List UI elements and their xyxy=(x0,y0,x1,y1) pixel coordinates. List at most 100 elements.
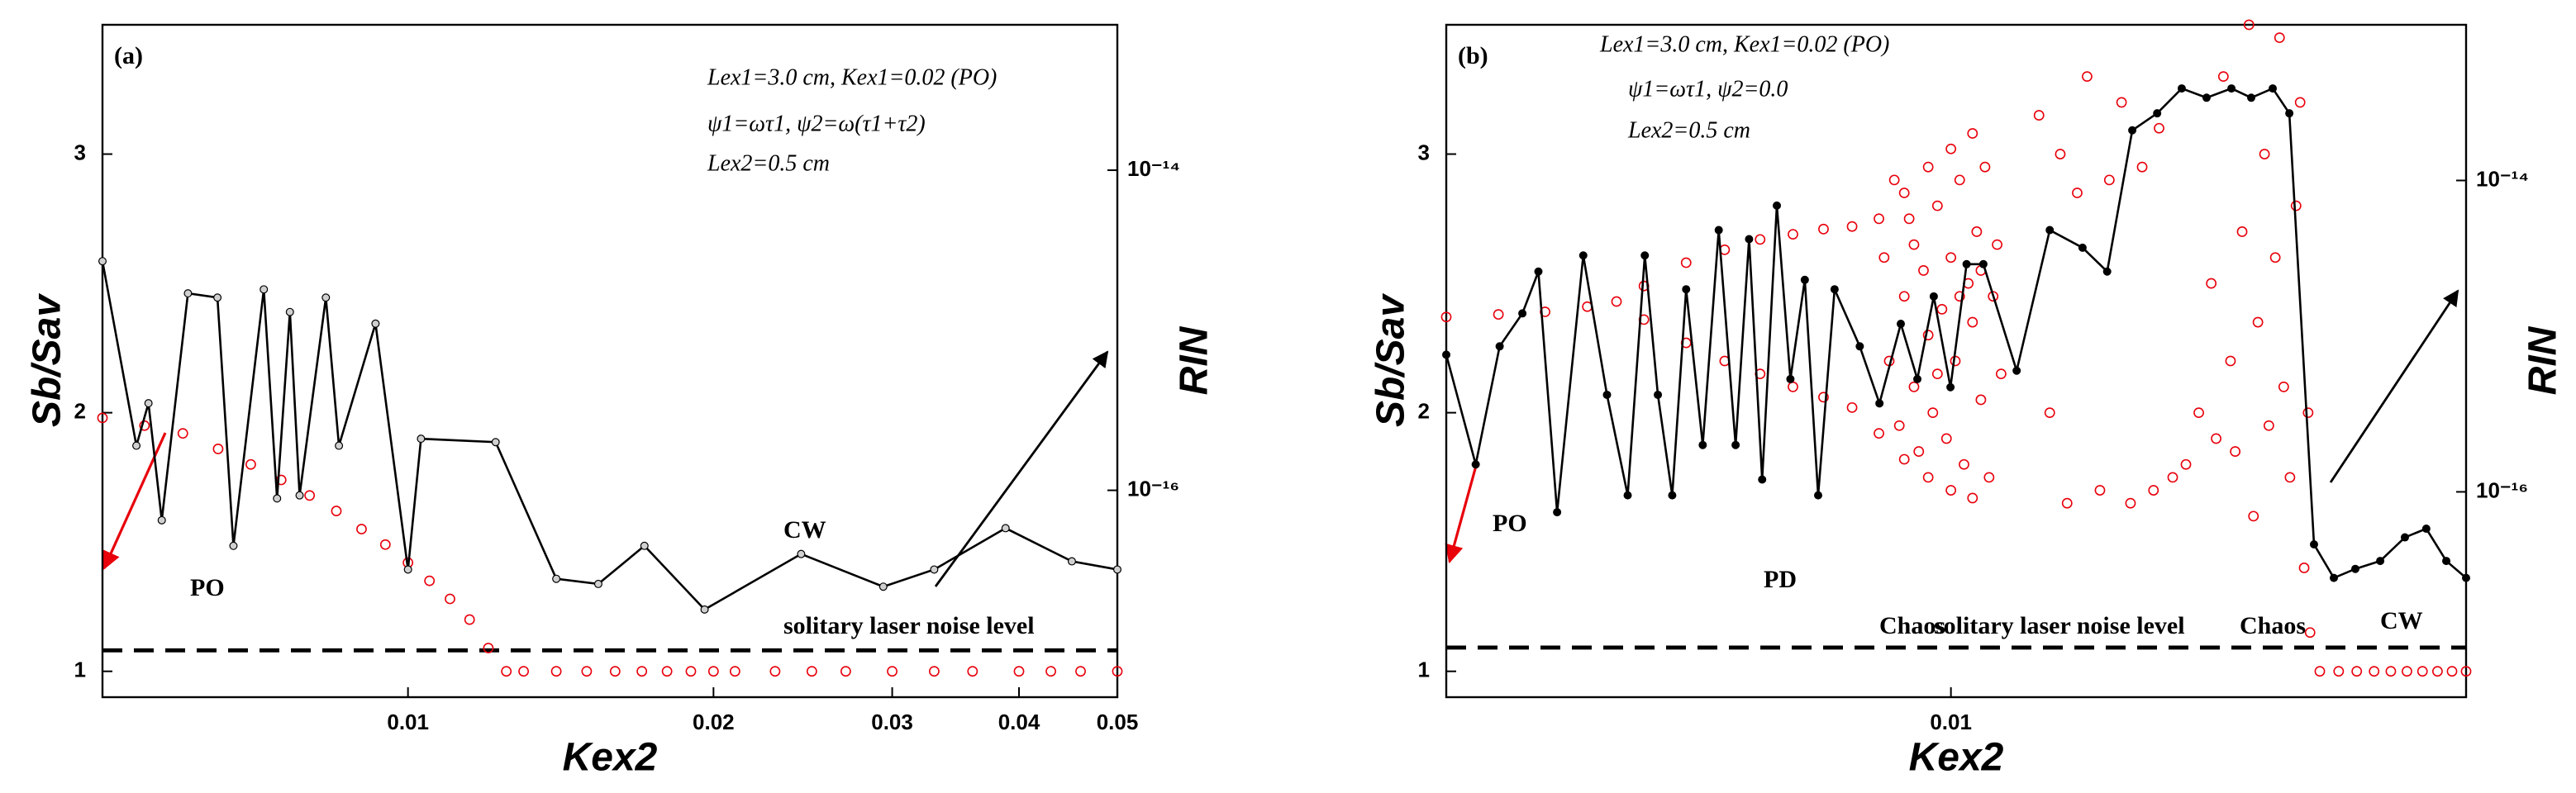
rin-point xyxy=(1978,259,1988,268)
bifurcation-point xyxy=(2103,174,2115,186)
bifurcation-point xyxy=(2193,407,2204,419)
rin-point xyxy=(2442,557,2451,566)
bifurcation-point xyxy=(1846,401,1858,413)
rin-point xyxy=(1698,440,1707,449)
rin-point xyxy=(2376,557,2385,566)
annotation: PD xyxy=(1764,566,1797,593)
bifurcation-point xyxy=(1788,229,1798,240)
bifurcation-point xyxy=(1971,226,1983,237)
noise-level-label: solitary laser noise level xyxy=(1934,612,2185,639)
bifurcation-point xyxy=(1931,200,1943,211)
rin-point xyxy=(229,541,238,550)
bifurcation-point xyxy=(1922,472,1934,483)
bifurcation-point xyxy=(2248,510,2259,522)
y-tick-label: 2 xyxy=(1418,398,1430,423)
bifurcation-point xyxy=(212,444,224,454)
bifurcation-point xyxy=(1893,420,1905,431)
rin-point xyxy=(1875,399,1884,408)
rin-point xyxy=(1001,524,1010,533)
rin-point xyxy=(273,494,282,503)
rin-point xyxy=(2128,126,2137,135)
bifurcation-point xyxy=(518,666,529,677)
rin-point xyxy=(1495,342,1504,351)
rin-point xyxy=(132,441,141,450)
y2-axis-label: RIN xyxy=(1173,325,1217,395)
bifurcation-point xyxy=(2217,71,2229,83)
rin-point xyxy=(1623,491,1632,500)
bifurcation-point xyxy=(1755,234,1766,245)
rin-point xyxy=(2421,525,2431,534)
bifurcation-point xyxy=(2446,666,2458,677)
bifurcation-point xyxy=(1992,239,2002,250)
plot-frame xyxy=(1445,23,2468,699)
bifurcation-point xyxy=(2402,666,2412,677)
rin-point xyxy=(2102,267,2112,276)
bifurcation-point xyxy=(1967,316,1978,328)
bifurcation-point xyxy=(1878,252,1890,264)
x-axis-label: Kex2 xyxy=(563,736,658,780)
bifurcation-point xyxy=(304,490,316,501)
rin-point xyxy=(1946,382,1955,392)
bifurcation-point xyxy=(1874,428,1884,439)
bifurcation-point xyxy=(424,575,436,586)
bifurcation-point xyxy=(806,666,817,677)
bifurcation-point xyxy=(1874,213,1884,225)
bifurcation-point xyxy=(2369,666,2380,677)
rin-point xyxy=(183,289,193,298)
rin-point xyxy=(2227,84,2236,93)
bifurcation-point xyxy=(2432,666,2443,677)
rin-point xyxy=(930,565,939,574)
bifurcation-point xyxy=(1846,221,1858,232)
rin-point xyxy=(285,307,294,316)
annotation: Chaos xyxy=(2240,612,2306,639)
rin-point xyxy=(2350,564,2359,573)
bifurcation-point xyxy=(1818,392,1829,403)
bifurcation-point xyxy=(2416,666,2428,677)
rin-point xyxy=(2329,573,2338,582)
rin-point xyxy=(1962,259,1971,268)
bifurcation-point xyxy=(331,506,342,516)
bifurcation-point xyxy=(1967,492,1978,504)
y-tick-label: 3 xyxy=(1418,140,1430,164)
rin-point xyxy=(1441,350,1450,359)
bifurcation-point xyxy=(2284,472,2296,483)
rin-point xyxy=(1814,491,1823,500)
bifurcation-point xyxy=(729,666,740,677)
bifurcation-point xyxy=(1918,265,1929,276)
bifurcation-point xyxy=(97,412,108,424)
bifurcation-point xyxy=(1908,381,1920,392)
bifurcation-point xyxy=(1954,291,1965,302)
y-axis-label: Sb/Sav xyxy=(1369,293,1413,427)
y-axis-label: Sb/Sav xyxy=(26,293,69,427)
bifurcation-point xyxy=(550,666,562,677)
bifurcation-point xyxy=(2125,497,2136,509)
bifurcation-point xyxy=(609,666,621,677)
bifurcation-point xyxy=(501,666,512,677)
bifurcation-point xyxy=(1931,368,1943,380)
annotation: PO xyxy=(190,574,225,601)
bifurcation-point xyxy=(1913,446,1925,457)
bifurcation-point xyxy=(2460,666,2472,677)
bifurcation-point xyxy=(685,666,697,677)
rin-point xyxy=(321,293,331,302)
bifurcation-point xyxy=(2274,32,2285,44)
bifurcation-point xyxy=(379,539,391,550)
rin-point xyxy=(213,293,222,302)
rin-point xyxy=(2045,226,2055,235)
annotation: PO xyxy=(1493,510,1527,537)
red-arrow xyxy=(102,432,167,571)
y2-tick-label: 10⁻¹⁶ xyxy=(1127,476,1179,501)
bifurcation-point xyxy=(2259,149,2270,159)
bifurcation-point xyxy=(581,666,593,677)
bifurcation-point xyxy=(1898,453,1910,465)
y-tick-label: 3 xyxy=(74,140,86,164)
rin-point xyxy=(2012,366,2021,375)
x-tick-label: 0.02 xyxy=(693,710,735,734)
bifurcation-point xyxy=(2269,252,2281,264)
bifurcation-point xyxy=(1954,174,1965,186)
rin-point xyxy=(371,319,380,328)
rin-point xyxy=(2247,93,2256,102)
bifurcation-point xyxy=(1045,666,1056,677)
bifurcation-point xyxy=(1988,291,1999,302)
rin-point xyxy=(295,491,304,500)
